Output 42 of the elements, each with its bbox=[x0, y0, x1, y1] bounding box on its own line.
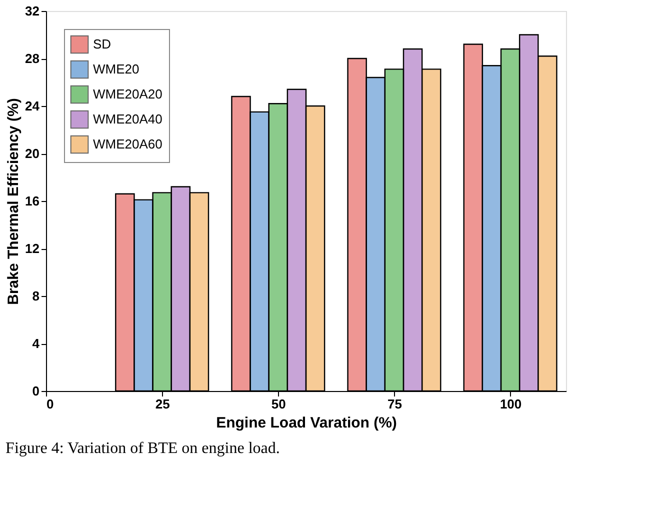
bar bbox=[250, 111, 270, 392]
y-axis-title: Brake Thermal Efficiency (%) bbox=[5, 98, 22, 305]
y-tick-label: 32 bbox=[25, 4, 40, 18]
bar bbox=[421, 68, 442, 392]
bar bbox=[152, 192, 172, 392]
bar bbox=[518, 34, 539, 392]
x-axis-title: Engine Load Varation (%) bbox=[216, 414, 397, 432]
x-tick-label: 75 bbox=[387, 396, 402, 412]
bar bbox=[115, 193, 135, 392]
bar bbox=[366, 76, 386, 392]
bar bbox=[347, 58, 367, 392]
bar bbox=[189, 192, 210, 392]
bar bbox=[463, 44, 484, 392]
y-tick-label: 4 bbox=[32, 336, 40, 351]
bar bbox=[538, 56, 558, 392]
x-tick-label: 50 bbox=[271, 396, 286, 412]
y-tick-label: 16 bbox=[25, 194, 40, 208]
legend-label: WME20A40 bbox=[93, 112, 162, 126]
y-tick-label: 20 bbox=[25, 146, 40, 161]
y-tick-label: 24 bbox=[25, 98, 40, 114]
bar bbox=[305, 105, 326, 392]
y-tick-label: 0 bbox=[32, 384, 40, 398]
bar bbox=[134, 199, 154, 392]
bar bbox=[482, 65, 502, 392]
bar bbox=[231, 96, 251, 392]
bar bbox=[286, 88, 307, 392]
x-tick-label: 0 bbox=[46, 396, 54, 412]
y-tick-label: 8 bbox=[32, 288, 40, 304]
caption: Figure 4: Variation of BTE on engine load. bbox=[6, 440, 280, 457]
bar bbox=[268, 103, 288, 392]
x-tick-label: 100 bbox=[500, 396, 522, 412]
bar bbox=[384, 68, 404, 392]
bar bbox=[402, 48, 423, 392]
legend-label: WME20A60 bbox=[93, 136, 162, 152]
legend-label: SD bbox=[93, 36, 112, 52]
bar bbox=[170, 186, 191, 392]
x-tick-label: 25 bbox=[155, 396, 170, 412]
legend-label: WME20 bbox=[93, 62, 140, 76]
legend-label: WME20A20 bbox=[93, 86, 162, 102]
bar bbox=[500, 48, 520, 392]
y-tick-label: 12 bbox=[25, 241, 40, 256]
y-tick-label: 28 bbox=[25, 51, 40, 66]
